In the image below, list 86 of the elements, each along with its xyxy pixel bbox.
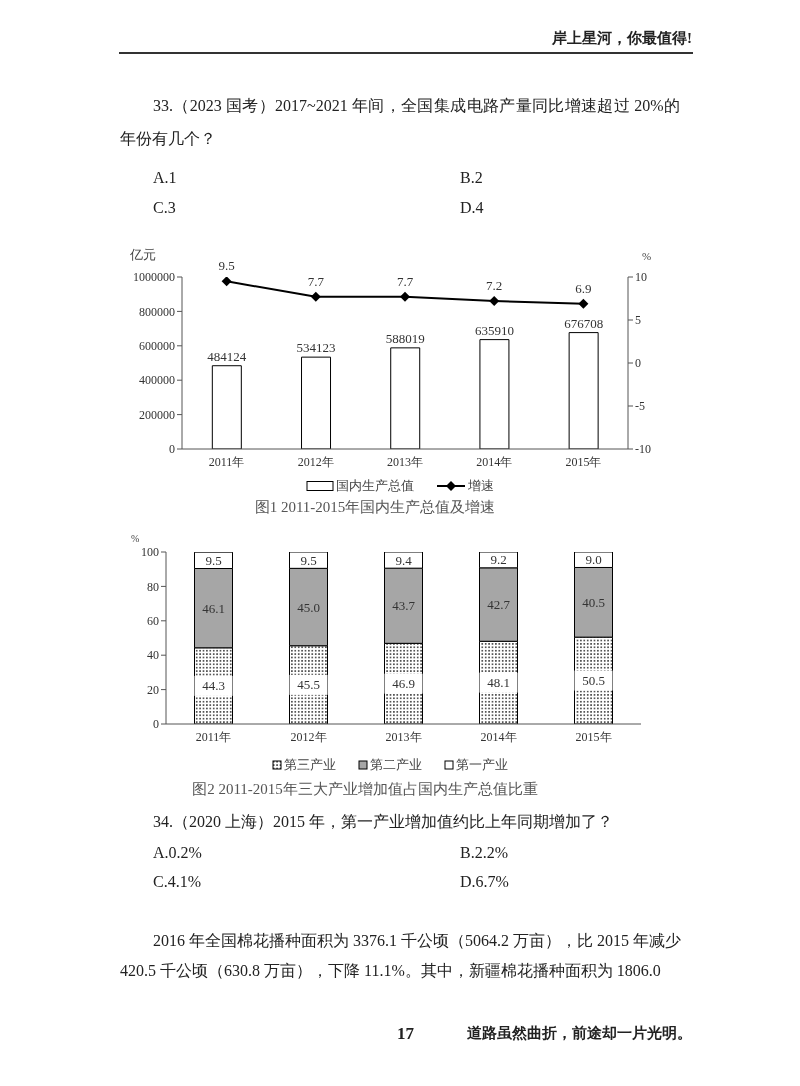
text: B.2: [460, 168, 483, 188]
y-tick-label: 200000: [139, 407, 175, 422]
data-label: 42.7: [487, 597, 511, 613]
legend-label: 第二产业: [370, 756, 422, 774]
text: 岸上星河，你最值得!: [551, 29, 692, 48]
data-label: 48.1: [487, 675, 510, 691]
data-label: 40.5: [582, 594, 605, 610]
text: 图1 2011-2015年国内生产总值及增速: [253, 498, 497, 517]
legend-label: 增速: [468, 477, 494, 495]
text: D.6.7%: [460, 872, 509, 892]
data-label: 534123: [296, 340, 336, 356]
point: [310, 291, 321, 302]
text: C.4.1%: [153, 872, 201, 892]
y-axis-title: %: [131, 533, 140, 544]
text: 道路虽然曲折，前途却一片光明。: [466, 1024, 692, 1043]
data-label: 484124: [207, 348, 247, 364]
point: [400, 291, 410, 302]
data-label: 46.1: [202, 600, 225, 616]
text: 17: [397, 1023, 414, 1045]
data-label: 9.5: [300, 552, 317, 568]
y-tick-label: 80: [147, 579, 159, 594]
x-tick-label: 2011年: [208, 454, 245, 469]
text: A.1: [153, 168, 177, 188]
bar: [479, 339, 510, 449]
data-label: 7.7: [307, 273, 325, 289]
data-label: 45.5: [297, 677, 320, 693]
legend-label: 国内生产总值: [336, 477, 414, 495]
x-tick-label: 2015年: [575, 729, 612, 744]
text: B.2.2%: [460, 843, 508, 863]
legend-label: 第一产业: [456, 756, 508, 774]
x-tick-label: 2013年: [387, 454, 423, 469]
x-tick-label: 2011年: [195, 729, 232, 744]
data-label: 7.7: [396, 273, 414, 289]
legend-label: 第三产业: [284, 756, 336, 774]
point: [221, 277, 232, 287]
x-tick-label: 2015年: [565, 454, 602, 469]
x-tick-label: 2014年: [476, 454, 513, 469]
data-label: 635910: [474, 322, 514, 338]
text: C.3: [153, 198, 176, 218]
x-tick-label: 2014年: [480, 729, 517, 744]
text: 图2 2011-2015年三大产业增加值占国内生产总值比重: [191, 780, 539, 799]
y-tick-label: 1000000: [133, 270, 175, 285]
y-tick-label: 800000: [139, 304, 175, 319]
bar: [568, 332, 599, 449]
x-tick-label: 2012年: [290, 729, 327, 744]
y-tick-label: 100: [141, 545, 159, 560]
data-label: 9.4: [395, 552, 413, 568]
y2-tick-label: 10: [635, 270, 647, 285]
data-label: 45.0: [297, 599, 320, 615]
x-tick-label: 2013年: [385, 729, 422, 744]
x-tick-label: 2012年: [297, 454, 334, 469]
point: [489, 296, 500, 307]
data-label: 9.2: [490, 552, 507, 568]
y-axis-title: 亿元: [130, 246, 156, 264]
y-tick-label: 60: [147, 614, 159, 629]
data-label: 9.5: [205, 552, 222, 568]
data-label: 50.5: [582, 673, 605, 689]
data-label: 43.7: [392, 598, 416, 614]
y-tick-label: 0: [169, 442, 175, 457]
data-label: 9.0: [585, 552, 602, 568]
text: 34.（2020 上海）2015 年，第一产业增加值约比上年同期增加了？: [153, 812, 613, 832]
text: A.0.2%: [153, 843, 202, 863]
y-tick-label: 20: [147, 682, 159, 697]
data-label: 44.3: [202, 678, 225, 694]
y-tick-label: 0: [153, 717, 159, 732]
text: 33.（2023 国考）2017~2021 年间，全国集成电路产量同比增速超过 20%的年份有几个？: [120, 96, 680, 149]
point: [578, 298, 589, 309]
text: D.4: [460, 198, 484, 218]
y2-axis-title: %: [642, 250, 652, 262]
bar: [301, 356, 332, 449]
data-label: 9.5: [218, 258, 235, 274]
y2-tick-label: 5: [635, 313, 641, 328]
y2-tick-label: -5: [635, 399, 645, 414]
text: 2016 年全国棉花播种面积为 3376.1 千公顷（5064.2 万亩），比 2015 年减少 420.5 千公顷（630.8 万亩），下降 11.1%。其中，新疆棉花播种面积为 1806.0: [120, 931, 682, 981]
y-tick-label: 40: [147, 648, 159, 663]
bar: [390, 347, 421, 449]
data-label: 7.2: [486, 278, 503, 294]
data-label: 6.9: [575, 280, 592, 296]
y2-tick-label: 0: [635, 356, 641, 371]
data-label: 588019: [385, 330, 425, 346]
data-label: 46.9: [392, 676, 415, 692]
y-tick-label: 400000: [139, 373, 175, 388]
bar: [211, 365, 242, 449]
data-label: 676708: [564, 315, 604, 331]
y-tick-label: 600000: [139, 339, 175, 354]
y2-tick-label: -10: [635, 442, 651, 457]
